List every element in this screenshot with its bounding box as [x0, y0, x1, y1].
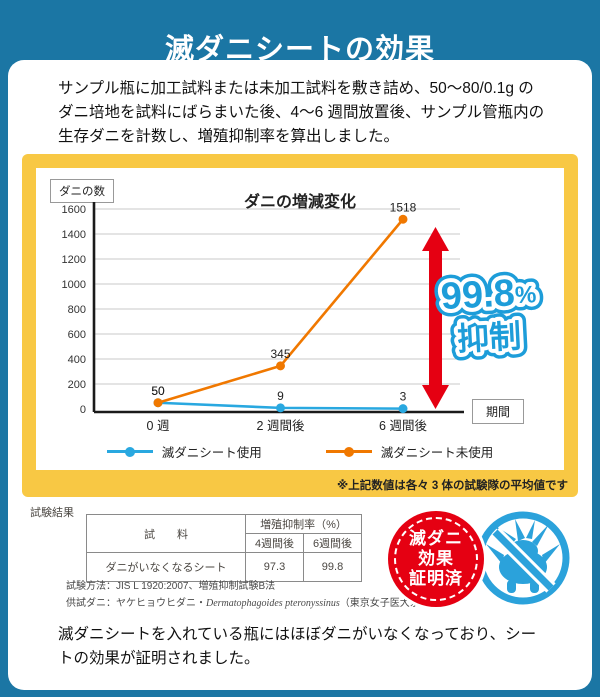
slash-icon	[492, 529, 554, 591]
svg-text:1200: 1200	[62, 254, 86, 266]
table-cell-week6: 99.8	[303, 552, 362, 582]
chart-title: ダニの増減変化	[243, 194, 356, 211]
svg-text:99.8%: 99.8%	[440, 271, 537, 318]
badge-text: 滅ダニ 効果 証明済	[388, 511, 484, 607]
no-mite-prohibition-icon	[476, 511, 570, 605]
svg-text:600: 600	[68, 329, 86, 341]
test-mite-latin-name: Dermatophagoides pteronyssinus	[206, 598, 340, 609]
badge-line: 効果	[418, 548, 454, 568]
legend-line-icon	[106, 446, 153, 457]
mite-count-line-chart: 0 200 400 600 800 1000 1200 1400 1600 0 週 2 週間後 6 週…	[62, 200, 464, 433]
table-row: ダニがいなくなるシート 97.3 99.8	[86, 552, 362, 582]
table-header-sample: 試 料	[86, 514, 246, 553]
svg-text:345: 345	[270, 347, 290, 361]
suppression-rate-callout: 99.8% 99.8% 99.8% 抑制 抑制 抑制	[432, 265, 544, 365]
badge-dashed-ring-icon	[394, 517, 478, 601]
test-mite-prefix: 供試ダニ：ヤケヒョウヒダニ・	[66, 598, 206, 609]
svg-text:50: 50	[151, 384, 165, 398]
results-section-label: 試験結果	[30, 507, 74, 519]
svg-text:1518: 1518	[390, 200, 417, 214]
svg-text:抑制: 抑制	[456, 318, 522, 357]
legend-label: 滅ダニシート使用	[161, 446, 262, 460]
badge-line: 滅ダニ	[409, 528, 463, 548]
table-header-rate: 増殖抑制率（%）	[245, 514, 362, 534]
content-panel: サンプル瓶に加工試料または未加工試料を敷き詰め、50〜80/0.1g のダニ培地…	[8, 60, 592, 690]
chart-legend: 滅ダニシート使用 滅ダニシート未使用	[36, 442, 564, 461]
chart-footnote: ※上記数値は各々 3 体の試験隊の平均値です	[337, 480, 568, 492]
svg-text:2 週間後: 2 週間後	[257, 419, 305, 433]
legend-item-sheet-unused: 滅ダニシート未使用	[325, 442, 494, 461]
svg-text:0 週: 0 週	[147, 419, 170, 433]
y-axis-label-box: ダニの数	[50, 179, 114, 203]
svg-text:0: 0	[80, 404, 86, 416]
test-mite-note: 供試ダニ：ヤケヒョウヒダニ・Dermatophagoides pteronyss…	[66, 594, 430, 609]
table-subheader-week4: 4週間後	[245, 533, 304, 553]
proof-badge: 滅ダニ 効果 証明済	[388, 511, 484, 607]
svg-text:1400: 1400	[62, 229, 86, 241]
chart-frame: ダニの数 ダニの増減変化 0 200 400 600 800 1000 1200 1400 16…	[22, 154, 578, 497]
svg-text:800: 800	[68, 304, 86, 316]
svg-text:1600: 1600	[62, 204, 86, 216]
svg-text:6 週間後: 6 週間後	[379, 419, 427, 433]
svg-text:50: 50	[151, 384, 165, 398]
suppression-arrow-icon	[422, 227, 449, 409]
legend-label: 滅ダニシート未使用	[380, 446, 494, 460]
svg-text:200: 200	[68, 379, 86, 391]
legend-dot-icon	[124, 446, 135, 457]
legend-line-icon	[325, 446, 372, 457]
x-axis-label-box: 期間	[472, 399, 525, 424]
test-mite-suffix: （東京女子医大系）	[339, 598, 430, 609]
svg-text:抑制: 抑制	[456, 318, 522, 357]
table-subheader-week6: 6週間後	[303, 533, 362, 553]
svg-text:1000: 1000	[62, 279, 86, 291]
results-table: 試 料 増殖抑制率（%） 4週間後 6週間後 ダニがいなくなるシート 97.3 …	[86, 514, 362, 582]
svg-text:400: 400	[68, 354, 86, 366]
table-cell-sample: ダニがいなくなるシート	[86, 552, 246, 582]
conclusion-text: 滅ダニシートを入れている瓶にはほぼダニがいなくなっており、シートの効果が証明され…	[58, 626, 537, 668]
test-method-note: 試験方法：JIS L 1920:2007、増殖抑制試験B法	[66, 581, 276, 592]
legend-item-sheet-used: 滅ダニシート使用	[106, 442, 262, 461]
badge-line: 証明済	[409, 569, 463, 589]
legend-dot-icon	[343, 446, 354, 457]
svg-text:9: 9	[277, 389, 284, 403]
intro-text: サンプル瓶に加工試料または未加工試料を敷き詰め、50〜80/0.1g のダニ培地…	[58, 80, 545, 146]
chart-area: ダニの数 ダニの増減変化 0 200 400 600 800 1000 1200 1400 16…	[36, 168, 564, 470]
svg-text:3: 3	[400, 390, 407, 404]
